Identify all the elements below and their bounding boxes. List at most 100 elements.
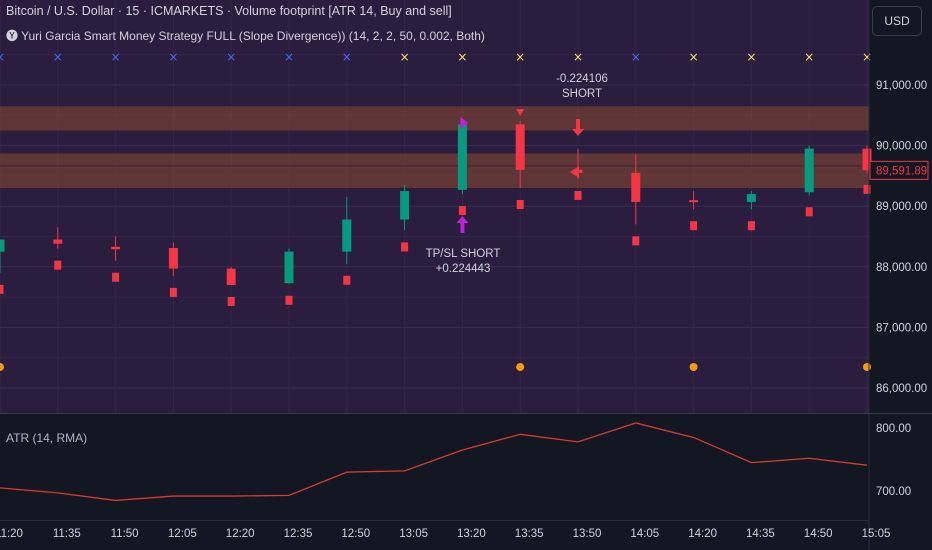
- x-marker-8: ×: [457, 50, 467, 64]
- low-marker: [112, 272, 120, 282]
- low-marker: [458, 206, 466, 216]
- candle-11:50: [111, 236, 121, 282]
- time-label: 11:20: [0, 528, 23, 540]
- low-marker: [343, 275, 351, 285]
- time-label: 13:35: [515, 528, 544, 540]
- x-marker-4: ×: [226, 50, 236, 64]
- candle-body: [400, 191, 410, 220]
- price-axis: 91,000.00 90,000.00 89,000.00 88,000.00 87,0…: [869, 80, 929, 395]
- x-marker-1: ×: [53, 50, 63, 64]
- low-marker: [574, 190, 582, 200]
- x-marker-10: ×: [573, 50, 583, 64]
- x-marker-5: ×: [284, 50, 294, 64]
- candle-body: [111, 246, 121, 250]
- tpsl-value: +0.224443: [435, 263, 491, 275]
- time-label: 14:20: [688, 528, 717, 540]
- x-marker-9: ×: [515, 50, 525, 64]
- time-label: 13:20: [457, 528, 486, 540]
- short-annotation: -0.224106 SHORT: [547, 72, 617, 102]
- time-label: 14:05: [630, 528, 659, 540]
- candle-12:50: [342, 197, 352, 285]
- candle-12:05: [168, 242, 178, 297]
- candle-15:05: [862, 145, 872, 194]
- time-label: 14:35: [746, 528, 775, 540]
- low-marker: [0, 284, 4, 294]
- strategy-title: 🅨 Yuri Garcia Smart Money Strategy FULL …: [6, 29, 485, 43]
- price-tick: 89,000.00: [876, 201, 927, 213]
- low-marker: [169, 287, 177, 297]
- low-marker: [805, 207, 813, 217]
- candle-body: [168, 248, 178, 269]
- candle-11:35: [53, 227, 63, 270]
- dot-marker-14:20: [689, 363, 698, 371]
- candle-14:20: [689, 191, 699, 231]
- currency-button[interactable]: USD: [872, 6, 922, 36]
- candle-body: [0, 239, 5, 252]
- candle-body: [631, 172, 641, 202]
- current-price-tag: [869, 160, 929, 180]
- candle-body: [689, 200, 699, 203]
- time-label: 12:05: [168, 528, 197, 540]
- current-price-label: 89,591.89: [876, 165, 927, 177]
- short-triangle-icon: [570, 166, 579, 178]
- candle-13:20: [457, 121, 467, 216]
- price-tick: 91,000.00: [876, 80, 927, 92]
- candle-12:20: [226, 266, 236, 306]
- x-marker-13: ×: [746, 50, 756, 64]
- low-marker: [690, 221, 698, 231]
- atr-tick: 800.00: [876, 423, 911, 435]
- low-marker: [285, 295, 293, 305]
- x-marker-2: ×: [111, 50, 121, 64]
- entry-triangle-icon: [460, 117, 469, 129]
- candle-body: [226, 268, 236, 285]
- time-label: 15:05: [862, 528, 891, 540]
- time-label: 12:20: [226, 528, 255, 540]
- tpsl-annotation: TP/SL SHORT +0.224443: [423, 247, 503, 277]
- low-marker: [54, 260, 62, 270]
- candles: [0, 121, 872, 306]
- candle-14:50: [804, 145, 814, 217]
- time-label: 13:50: [573, 528, 602, 540]
- time-label: 12:35: [284, 528, 313, 540]
- candle-body: [53, 239, 63, 244]
- atr-label: ATR (14, RMA): [6, 431, 88, 445]
- atr-tick: 700.00: [876, 486, 911, 498]
- dot-marker-11:20: [0, 363, 4, 371]
- low-marker: [747, 221, 755, 231]
- candle-body: [342, 219, 352, 252]
- candle-13:35: [515, 121, 525, 210]
- tpsl-arrow-icon: [456, 216, 469, 233]
- time-label: 11:35: [53, 528, 81, 540]
- x-marker-6: ×: [342, 50, 352, 64]
- candle-13:05: [400, 184, 410, 252]
- price-tick: 86,000.00: [876, 383, 927, 395]
- x-marker-12: ×: [689, 50, 699, 64]
- atr-line: [0, 422, 868, 502]
- low-marker: [863, 184, 871, 194]
- zone-2: [0, 166, 869, 189]
- symbol-title: Bitcoin / U.S. Dollar · 15 · ICMARKETS ·…: [6, 4, 452, 18]
- candle-body: [457, 124, 467, 190]
- candle-11:20: [0, 239, 5, 294]
- low-marker: [227, 296, 235, 306]
- price-tick: 88,000.00: [876, 262, 927, 274]
- time-label: 12:50: [341, 528, 370, 540]
- candle-12:35: [284, 248, 294, 305]
- short-arrow-icon: [572, 119, 584, 136]
- signal-markers: × × × × × × × × × × × × × × × ×: [0, 50, 872, 371]
- x-marker-7: ×: [400, 50, 410, 64]
- atr-panel: 800.00 700.00: [0, 422, 911, 502]
- low-marker: [632, 236, 640, 246]
- short-value: -0.224106: [556, 73, 608, 85]
- candle-body: [862, 148, 872, 171]
- price-tick: 87,000.00: [876, 322, 927, 334]
- time-label: 13:05: [399, 528, 428, 540]
- dot-marker-15:05: [863, 363, 871, 371]
- time-axis: 11:20 11:35 11:50 12:05 12:20 12:35 12:50 13:05…: [0, 528, 890, 540]
- candle-body: [804, 148, 814, 193]
- down-triangle-icon: [516, 109, 525, 116]
- dot-marker-13:35: [516, 363, 525, 371]
- candle-body: [515, 124, 525, 170]
- x-marker-15: ×: [862, 50, 872, 64]
